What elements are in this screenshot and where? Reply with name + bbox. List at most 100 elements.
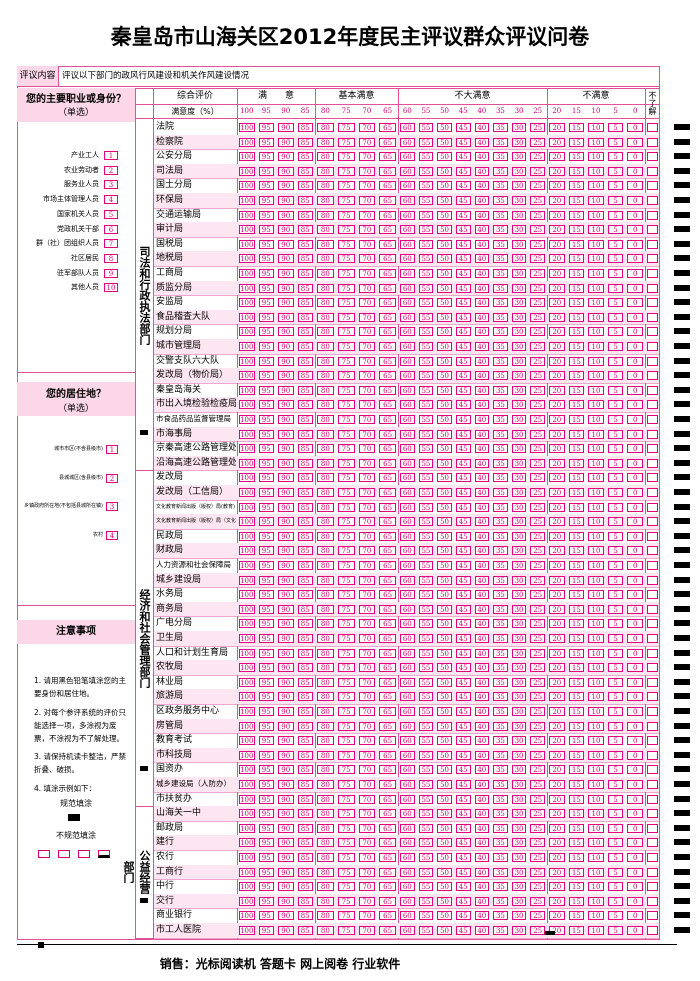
rating-bubble: 5 bbox=[607, 239, 624, 249]
rating-bubble: 40 bbox=[474, 634, 490, 643]
rating-bubble: 15 bbox=[568, 356, 585, 366]
rating-bubble: 80 bbox=[317, 166, 334, 176]
rating-bubble: 45 bbox=[455, 429, 471, 439]
rating-bubble: 0 bbox=[627, 750, 643, 760]
not-know-bubble bbox=[647, 488, 658, 497]
rating-bubble: 60 bbox=[400, 780, 415, 789]
rating-bubble: 5 bbox=[607, 707, 624, 716]
rating-bubble: 30 bbox=[511, 867, 527, 877]
rating-bubble: 55 bbox=[418, 371, 434, 381]
rating-bubble: 60 bbox=[400, 531, 415, 541]
rating-bubble: 60 bbox=[400, 926, 415, 935]
rating-bubble: 35 bbox=[493, 196, 508, 205]
rating-bubble: 25 bbox=[530, 196, 545, 205]
rating-bubble: 80 bbox=[317, 750, 334, 760]
rating-bubble: 75 bbox=[337, 823, 355, 833]
department-name: 发改局（物价局） bbox=[156, 370, 229, 381]
option-code: 3 bbox=[104, 180, 118, 190]
rating-bubble: 60 bbox=[400, 663, 415, 673]
rating-bubble: 0 bbox=[627, 765, 643, 775]
rating-bubble: 45 bbox=[455, 210, 471, 220]
rating-bubble: 85 bbox=[297, 166, 313, 176]
option-code: 4 bbox=[106, 530, 118, 540]
rating-bubble: 80 bbox=[317, 692, 334, 702]
rating-bubble: 35 bbox=[493, 809, 508, 819]
rating-bubble: 10 bbox=[588, 677, 604, 687]
rating-bubble: 80 bbox=[317, 473, 334, 483]
rating-bubble: 40 bbox=[474, 239, 490, 249]
not-know-bubble bbox=[647, 896, 658, 906]
row-line bbox=[153, 412, 660, 413]
rating-bubble: 15 bbox=[568, 342, 585, 351]
department-name: 民政局 bbox=[156, 530, 184, 541]
option-code: 6 bbox=[104, 224, 118, 234]
option-code: 2 bbox=[104, 165, 118, 175]
rating-bubble: 75 bbox=[337, 181, 355, 191]
rating-bubble: 75 bbox=[337, 648, 355, 658]
department-name: 房管局 bbox=[156, 720, 184, 731]
not-know-bubble bbox=[647, 867, 658, 877]
rating-bubble: 40 bbox=[474, 677, 490, 687]
rating-bubble: 10 bbox=[588, 415, 604, 424]
rating-bubble: 40 bbox=[474, 283, 490, 293]
rating-bubble: 25 bbox=[530, 780, 545, 789]
rating-bubble: 30 bbox=[511, 488, 527, 497]
rating-bubble: 75 bbox=[337, 137, 355, 147]
rating-bubble: 75 bbox=[337, 721, 355, 731]
rating-bubble: 90 bbox=[278, 181, 294, 191]
row-line bbox=[153, 908, 660, 910]
rating-bubble: 100 bbox=[239, 517, 255, 527]
rating-bubble: 100 bbox=[239, 882, 255, 892]
rating-bubble: 50 bbox=[437, 196, 452, 205]
rating-bubble: 65 bbox=[379, 137, 396, 147]
rating-bubble: 100 bbox=[239, 269, 255, 278]
rating-bubble: 20 bbox=[549, 342, 565, 351]
rating-bubble: 40 bbox=[474, 385, 490, 395]
rating-bubble: 0 bbox=[627, 838, 643, 848]
not-know-bubble bbox=[647, 853, 658, 862]
rating-bubble: 40 bbox=[474, 327, 490, 337]
rating-bubble: 70 bbox=[358, 838, 376, 848]
rating-bubble: 65 bbox=[379, 356, 396, 366]
rating-group: 满 意 bbox=[257, 91, 294, 101]
rating-bubble: 100 bbox=[239, 502, 255, 512]
rating-bubble: 0 bbox=[627, 342, 643, 351]
rating-bubble: 70 bbox=[358, 896, 376, 906]
rating-bubble: 25 bbox=[530, 561, 545, 570]
rating-bubble: 90 bbox=[278, 926, 294, 935]
rating-bubble: 95 bbox=[258, 196, 274, 205]
rating-bubble: 85 bbox=[297, 458, 313, 468]
department-name: 发改局（工信局） bbox=[156, 487, 229, 497]
rating-bubble: 30 bbox=[511, 342, 527, 351]
rating-bubble: 50 bbox=[437, 750, 452, 760]
rating-bubble: 50 bbox=[437, 385, 452, 395]
rating-bubble: 90 bbox=[278, 823, 294, 833]
rating-bubble: 55 bbox=[418, 853, 434, 862]
rating-bubble: 85 bbox=[297, 692, 313, 702]
rating-bubble: 0 bbox=[627, 780, 643, 789]
rating-bubble: 80 bbox=[317, 546, 334, 556]
rating-bubble: 70 bbox=[358, 663, 376, 673]
rating-bubble: 85 bbox=[297, 648, 313, 658]
rating-bubble: 70 bbox=[358, 196, 376, 205]
department-name: 城乡建设局（人防办） bbox=[156, 779, 231, 788]
rating-bubble: 55 bbox=[418, 882, 434, 892]
rating-bubble: 25 bbox=[530, 327, 545, 337]
rating-bubble: 65 bbox=[379, 371, 396, 381]
timing-mark bbox=[674, 124, 690, 130]
rating-bubble: 100 bbox=[239, 123, 255, 132]
timing-mark bbox=[674, 664, 690, 671]
department-name: 工商局 bbox=[156, 268, 184, 278]
rating-bubble: 25 bbox=[530, 342, 545, 351]
rating-bubble: 15 bbox=[568, 823, 585, 833]
rating-bubble: 0 bbox=[627, 619, 643, 629]
row-line bbox=[17, 88, 660, 89]
not-know-bubble bbox=[647, 269, 658, 278]
rating-bubble: 70 bbox=[358, 312, 376, 322]
row-line bbox=[135, 104, 660, 105]
rating-bubble: 30 bbox=[511, 531, 527, 541]
rating-bubble: 90 bbox=[278, 561, 294, 570]
rating-bubble: 85 bbox=[297, 619, 313, 629]
rating-bubble: 35 bbox=[493, 488, 508, 497]
group-mark bbox=[140, 897, 148, 903]
